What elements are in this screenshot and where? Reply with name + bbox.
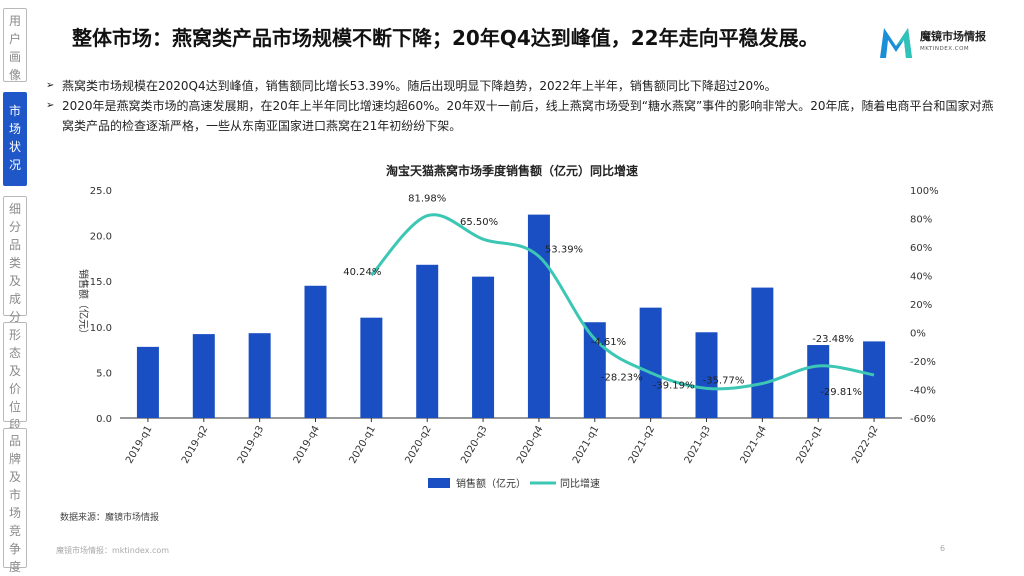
y2-tick-label: 0% <box>910 329 926 340</box>
summary-bullets: ➢ 燕窝类市场规模在2020Q4达到峰值，销售额同比增长53.39%。随后出现明显… <box>46 76 996 136</box>
y2-tick-label: -40% <box>910 386 936 397</box>
x-tick-label: 2019-q2 <box>180 424 210 466</box>
line-data-label: 53.39% <box>545 244 583 255</box>
sales-chart: 0.0 5.0 10.0 15.0 20.0 25.0 -60% -40% -20% 0% 20% 4… <box>77 186 939 490</box>
y-tick-label: 10.0 <box>90 323 112 334</box>
bar <box>863 341 886 418</box>
sidebar-nav: 用户画像 市场状况 细分品类及成分 形态及价位段 品牌及市场竞争度 <box>0 0 30 576</box>
x-tick-label: 2020-q4 <box>515 424 545 466</box>
bar <box>192 334 215 418</box>
line-data-label: -28.23% <box>601 373 643 384</box>
line-data-label: 65.50% <box>460 217 498 228</box>
bullet-item: ➢ 2020年是燕窝类市场的高速发展期，在20年上半年同比增速均超60%。20年双… <box>46 96 996 136</box>
growth-line <box>370 213 875 391</box>
chart-axes: 0.0 5.0 10.0 15.0 20.0 25.0 -60% -40% -20% 0% 20% 4… <box>77 186 939 466</box>
bar <box>304 285 327 418</box>
sidebar-item-label: 市场状况 <box>9 104 22 172</box>
data-labels: 40.24% 81.98% 65.50% 53.39% -4.61% -28.23% -39… <box>343 194 862 398</box>
x-tick-label: 2019-q1 <box>124 424 154 466</box>
sidebar-item-label: 品牌及市场竞争度 <box>9 434 22 574</box>
y2-tick-label: 20% <box>910 300 932 311</box>
x-tick-label: 2021-q3 <box>683 424 713 466</box>
line-data-label: -23.48% <box>812 334 854 345</box>
y-tick-label: 5.0 <box>96 368 112 379</box>
x-tick-label: 2019-q3 <box>236 424 266 466</box>
bar <box>695 332 718 418</box>
bar <box>248 333 271 418</box>
page-title: 整体市场：燕窝类产品市场规模不断下降；20年Q4达到峰值，22年走向平稳发展。 <box>72 26 819 50</box>
x-tick-label: 2022-q1 <box>794 424 824 466</box>
bar <box>527 214 550 418</box>
line-data-label: -29.81% <box>820 387 862 398</box>
sidebar-item-form-price[interactable]: 形态及价位段 <box>3 322 27 432</box>
x-tick-label: 2020-q1 <box>348 424 378 466</box>
bullet-text: 2020年是燕窝类市场的高速发展期，在20年上半年同比增速均超60%。20年双十… <box>62 99 994 133</box>
legend-label: 同比增速 <box>560 477 600 490</box>
bar <box>639 307 662 418</box>
x-tick-label: 2019-q4 <box>292 424 322 466</box>
bullet-item: ➢ 燕窝类市场规模在2020Q4达到峰值，销售额同比增长53.39%。随后出现明显… <box>46 76 996 96</box>
line-data-label: 81.98% <box>408 194 446 205</box>
arrow-bullet-icon: ➢ <box>46 100 55 111</box>
line-data-label: -4.61% <box>591 337 626 348</box>
arrow-bullet-icon: ➢ <box>46 80 55 91</box>
line-data-label: -39.19% <box>653 380 695 391</box>
bar <box>360 317 383 418</box>
x-tick-label: 2021-q2 <box>627 424 657 466</box>
y2-tick-label: -20% <box>910 357 936 368</box>
y2-tick-label: 40% <box>910 272 932 283</box>
chart-title: 淘宝天猫燕窝市场季度销售额（亿元）同比增速 <box>385 164 638 178</box>
y-axis-label: 销售额（亿元） <box>77 269 90 339</box>
bullet-text: 燕窝类市场规模在2020Q4达到峰值，销售额同比增长53.39%。随后出现明显下… <box>62 79 777 93</box>
page-number: 6 <box>940 544 946 553</box>
y-tick-label: 0.0 <box>96 414 112 425</box>
line-data-label: -35.77% <box>703 375 745 386</box>
data-source: 数据来源：魔镜市场情报 <box>60 513 160 523</box>
sidebar-item-user-profile[interactable]: 用户画像 <box>3 8 27 82</box>
bar <box>472 276 495 418</box>
y-tick-label: 20.0 <box>90 232 112 243</box>
x-tick-label: 2021-q4 <box>739 424 769 466</box>
y2-tick-label: 100% <box>910 186 939 197</box>
y2-tick-label: 80% <box>910 215 932 226</box>
y2-tick-label: 60% <box>910 243 932 254</box>
x-tick-label: 2022-q2 <box>850 424 880 466</box>
logo-url: MKTINDEX.COM <box>920 46 970 52</box>
footer-text: 魔镜市场情报：mktindex.com <box>56 546 170 555</box>
y2-tick-label: -60% <box>910 414 936 425</box>
line-data-label: 40.24% <box>343 267 381 278</box>
logo-name: 魔镜市场情报 <box>920 30 986 43</box>
logo-m-icon <box>880 28 912 58</box>
sidebar-item-label: 细分品类及成分 <box>9 202 22 324</box>
bar <box>136 346 159 418</box>
chart-legend: 销售额（亿元） 同比增速 <box>428 477 600 490</box>
line-series <box>370 213 875 391</box>
brand-logo: 魔镜市场情报 MKTINDEX.COM <box>876 22 1016 62</box>
y-tick-label: 25.0 <box>90 186 112 197</box>
sidebar-item-segments[interactable]: 细分品类及成分 <box>3 196 27 324</box>
x-tick-label: 2020-q2 <box>403 424 433 466</box>
bar <box>751 287 774 418</box>
legend-label: 销售额（亿元） <box>456 477 526 490</box>
bar <box>807 345 830 418</box>
sidebar-item-label: 用户画像 <box>9 14 22 82</box>
x-tick-label: 2020-q3 <box>459 424 489 466</box>
bar <box>416 264 439 418</box>
legend-bar-swatch <box>428 478 450 488</box>
x-tick-label: 2021-q1 <box>571 424 601 466</box>
sidebar-item-market-status[interactable]: 市场状况 <box>3 92 27 186</box>
sidebar-item-brand-competition[interactable]: 品牌及市场竞争度 <box>3 428 27 574</box>
y-tick-label: 15.0 <box>90 277 112 288</box>
